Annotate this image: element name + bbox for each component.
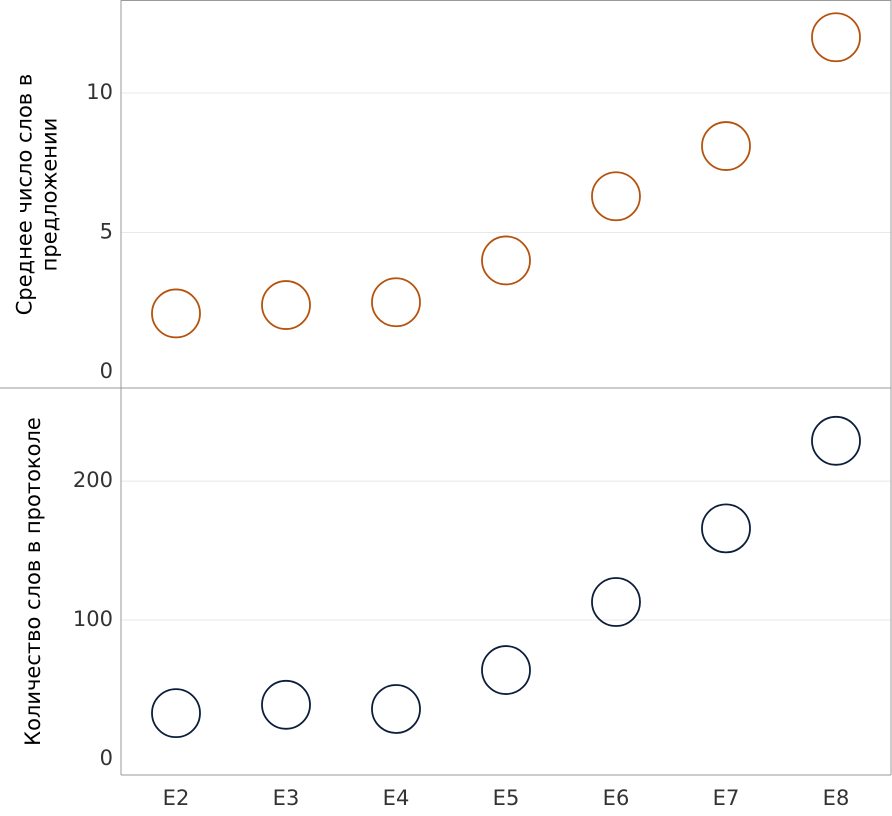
xtick-E2: E2 (163, 786, 190, 810)
xtick-E8: E8 (823, 786, 850, 810)
point-panel1-E8 (811, 12, 861, 63)
point-panel2-E5 (481, 645, 531, 695)
xtick-E5: E5 (493, 786, 520, 810)
xtick-E3: E3 (273, 786, 300, 810)
point-panel1-E5 (481, 235, 531, 286)
ytick-panel1-1: 5 (100, 220, 113, 244)
xtick-E4: E4 (383, 786, 410, 810)
ytick-panel2-2: 200 (73, 468, 113, 492)
point-panel1-E2 (151, 288, 201, 339)
xtick-E6: E6 (603, 786, 630, 810)
point-panel2-E4 (371, 684, 421, 734)
point-panel1-E7 (701, 121, 751, 171)
point-panel2-E8 (811, 415, 861, 466)
point-panel2-E6 (591, 577, 641, 627)
ytick-panel1-0: 0 (100, 359, 113, 383)
point-panel2-E2 (151, 688, 201, 739)
point-panel2-E7 (701, 503, 751, 554)
ylabel-panel1-line-1: предложении (38, 118, 62, 272)
point-panel1-E3 (261, 280, 311, 330)
point-panel2-E3 (261, 679, 311, 730)
ytick-panel2-1: 100 (73, 607, 113, 631)
ylabel-panel2-line-0: Количество слов в протоколе (21, 417, 45, 746)
ylabel-panel1-line-0: Среднее число слов в (13, 74, 37, 315)
point-panel1-E4 (371, 277, 421, 328)
ylabel-panel1: Среднее число слов впредложении (13, 74, 62, 315)
ytick-panel2-0: 0 (100, 746, 113, 770)
xtick-E7: E7 (713, 786, 740, 810)
point-panel1-E6 (591, 171, 641, 222)
ytick-panel1-2: 10 (86, 80, 113, 104)
ylabel-panel2: Количество слов в протоколе (21, 417, 45, 746)
